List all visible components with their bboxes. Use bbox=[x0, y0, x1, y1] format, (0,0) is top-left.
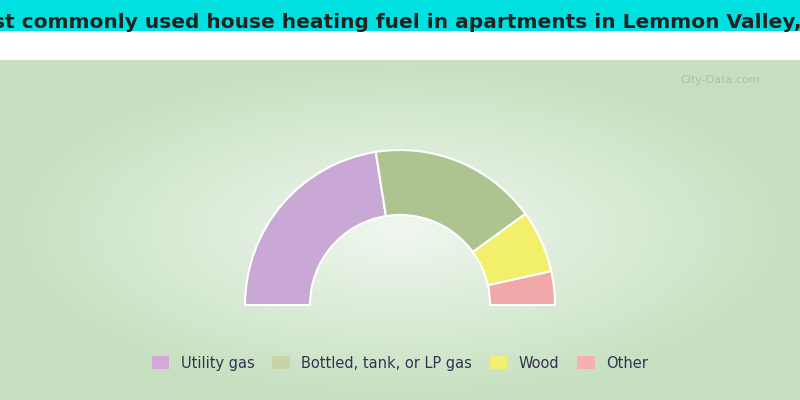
Text: City-Data.com: City-Data.com bbox=[680, 75, 760, 85]
Wedge shape bbox=[473, 214, 551, 285]
Wedge shape bbox=[376, 150, 526, 252]
Legend: Utility gas, Bottled, tank, or LP gas, Wood, Other: Utility gas, Bottled, tank, or LP gas, W… bbox=[146, 350, 654, 377]
Wedge shape bbox=[245, 152, 386, 305]
Bar bbox=[0, 370, 800, 400]
Wedge shape bbox=[488, 271, 555, 305]
Text: Most commonly used house heating fuel in apartments in Lemmon Valley, NV: Most commonly used house heating fuel in… bbox=[0, 12, 800, 32]
Bar bbox=[0, 0, 800, 30]
